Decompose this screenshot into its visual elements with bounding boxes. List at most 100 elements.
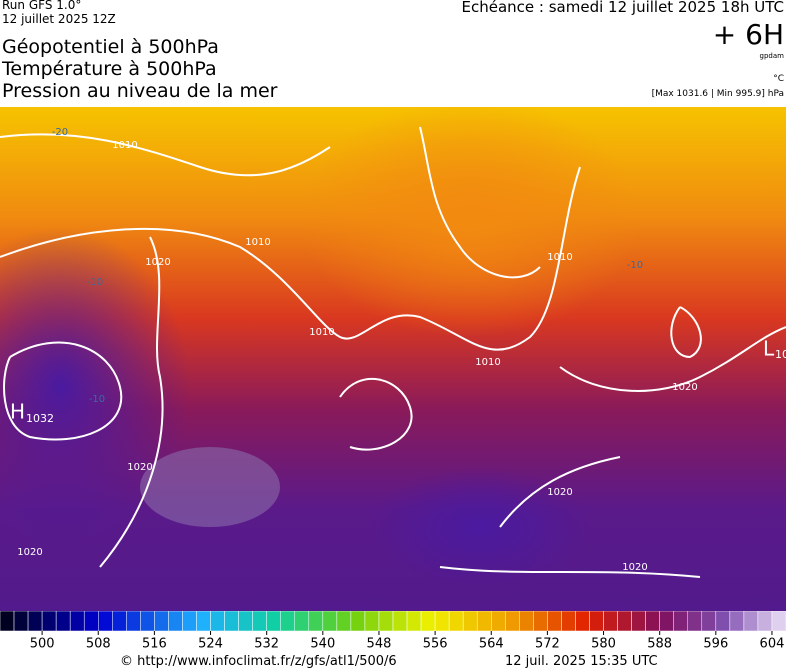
isobar-label: 1010 [547, 252, 572, 263]
lead-time: + 6H [712, 18, 784, 51]
color-swatch [126, 611, 141, 632]
color-swatch [659, 611, 674, 632]
color-swatch [196, 611, 211, 632]
colorbar-tick-label: 516 [142, 637, 167, 652]
title-2: Température à 500hPa [2, 58, 217, 80]
title-1: Géopotentiel à 500hPa [2, 36, 219, 58]
color-swatch [238, 611, 253, 632]
color-swatch [13, 611, 29, 632]
isobar-label: 1020 [672, 382, 697, 393]
color-swatch [575, 611, 590, 632]
color-swatch [112, 611, 127, 632]
color-swatch [294, 611, 310, 632]
color-swatch [224, 611, 239, 632]
colorbar: 500 508 516 524 532 540 548 556 564 572 580 588 596 6… [0, 611, 786, 652]
low-value: 10 [775, 348, 786, 361]
pressure-range: [Max 1031.6 | Min 995.9] hPa [651, 89, 784, 99]
valid-time: Echéance : samedi 12 juillet 2025 18h UT… [461, 0, 784, 16]
isobar-label: 1020 [127, 462, 152, 473]
color-swatch [533, 611, 548, 632]
color-swatch [140, 611, 155, 632]
isobars [0, 126, 786, 578]
color-swatch [448, 611, 464, 632]
warm-area [300, 107, 640, 337]
color-swatch [406, 611, 422, 632]
cool-area [0, 227, 190, 547]
color-swatch [617, 611, 632, 632]
high-letter: H [10, 400, 25, 424]
colorbar-tick-label: 604 [760, 637, 785, 652]
color-swatch [322, 611, 338, 632]
color-swatch [378, 611, 394, 632]
temperature-label: -10 [627, 260, 643, 271]
color-swatch [69, 611, 85, 632]
colorbar-tick-label: 532 [254, 637, 279, 652]
isobar-label: 1020 [17, 547, 42, 558]
title-3: Pression au niveau de la mer [2, 80, 278, 102]
timestamp: 12 juil. 2025 15:35 UTC [505, 654, 658, 669]
color-swatch [168, 611, 183, 632]
run: Run GFS 1.0° [2, 0, 82, 12]
source-url: © http://www.infoclimat.fr/z/gfs/atl1/50… [120, 654, 397, 669]
color-swatch [434, 611, 450, 632]
color-swatch [561, 611, 576, 632]
color-swatch [266, 611, 281, 632]
color-swatch [771, 611, 786, 632]
temperature-label: -10 [87, 277, 103, 288]
color-swatch [98, 611, 113, 632]
color-swatch [27, 611, 43, 632]
colorbar-tick-label: 596 [703, 637, 728, 652]
colorbar-tick-label: 500 [30, 637, 55, 652]
color-swatch [182, 611, 197, 632]
color-swatch [350, 611, 366, 632]
isobar-label: 1020 [145, 257, 170, 268]
temperature-label: -10 [89, 394, 105, 405]
color-swatch [631, 611, 646, 632]
colorbar-tick-label: 572 [535, 637, 560, 652]
colorbar-tick-label: 524 [198, 637, 223, 652]
color-swatch [392, 611, 408, 632]
cool-area [140, 447, 280, 527]
cool-area [370, 467, 590, 587]
color-swatch [729, 611, 745, 632]
colorbar-tick-label: 548 [367, 637, 392, 652]
color-swatch [41, 611, 57, 632]
colorbar-tick-label: 508 [86, 637, 111, 652]
color-swatch [589, 611, 604, 632]
color-swatch [364, 611, 380, 632]
colorbar-tick-label: 588 [647, 637, 672, 652]
colorbar-tick-label: 580 [591, 637, 616, 652]
isobar-label: 1010 [309, 327, 334, 338]
color-swatch [645, 611, 660, 632]
color-swatch [55, 611, 71, 632]
isobar-label: 1020 [622, 562, 647, 573]
isobar-label: 1010 [475, 357, 500, 368]
isobar-label: 1020 [547, 487, 572, 498]
color-swatch [757, 611, 773, 632]
color-swatch [603, 611, 618, 632]
color-swatch [252, 611, 267, 632]
color-swatch [519, 611, 534, 632]
color-swatch [420, 611, 436, 632]
color-swatch [687, 611, 703, 632]
color-swatch [743, 611, 759, 632]
color-swatch [505, 611, 520, 632]
isobar-label: 1010 [112, 140, 137, 151]
color-swatch [491, 611, 506, 632]
low-letter: L [763, 337, 775, 361]
color-swatch [210, 611, 225, 632]
run-date: 12 juillet 2025 12Z [2, 12, 116, 26]
color-swatch [715, 611, 731, 632]
color-swatch [462, 611, 478, 632]
color-swatch [673, 611, 689, 632]
color-swatch [280, 611, 296, 632]
colorbar-tick-label: 540 [310, 637, 335, 652]
temperature-label: -20 [52, 127, 68, 138]
color-swatch [547, 611, 562, 632]
unit-temp: °C [773, 74, 784, 84]
color-swatch [308, 611, 324, 632]
unit-geo: gpdam [759, 52, 784, 60]
high-value: 1032 [26, 412, 54, 425]
color-swatch [476, 611, 492, 632]
